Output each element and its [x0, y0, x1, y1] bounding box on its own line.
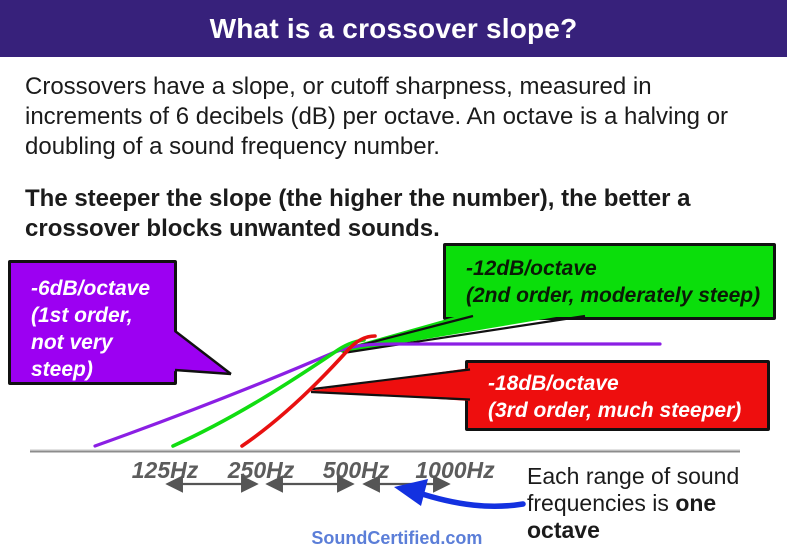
callout-12db-title: -12dB/octave [466, 257, 597, 280]
axis-label-1000hz: 1000Hz [415, 457, 495, 483]
page-title: What is a crossover slope? [209, 12, 578, 44]
site-link[interactable]: SoundCertified.com [311, 528, 483, 548]
callout-6db-tail [172, 330, 231, 374]
frequency-axis-line [30, 449, 740, 453]
octave-note: Each range of sound frequencies is one o… [527, 463, 759, 544]
axis-label-250hz: 250Hz [227, 457, 295, 483]
key-point-paragraph: The steeper the slope (the higher the nu… [25, 185, 691, 242]
callout-18db-tail [308, 368, 470, 401]
callout-6db-subtitle: (1st order, not very steep) [31, 304, 133, 381]
callout-12db: -12dB/octave (2nd order, moderately stee… [443, 243, 776, 320]
callout-18db-title: -18dB/octave [488, 372, 619, 395]
curve-18db [240, 334, 377, 448]
octave-note-regular: Each range of sound frequencies is [527, 463, 740, 516]
curve-12db [171, 338, 366, 448]
axis-label-125hz: 125Hz [131, 457, 199, 483]
callout-18db: -18dB/octave (3rd order, much steeper) [465, 360, 770, 431]
callout-6db-title: -6dB/octave [31, 277, 151, 300]
callout-6db: -6dB/octave (1st order, not very steep) [8, 260, 177, 385]
intro-paragraph: Crossovers have a slope, or cutoff sharp… [25, 73, 729, 160]
axis-label-500hz: 500Hz [322, 457, 390, 483]
header-band: What is a crossover slope? [0, 0, 787, 57]
callout-18db-subtitle: (3rd order, much steeper) [488, 399, 742, 422]
octave-note-bold: one octave [527, 490, 717, 543]
callout-12db-subtitle: (2nd order, moderately steep) [466, 284, 761, 307]
